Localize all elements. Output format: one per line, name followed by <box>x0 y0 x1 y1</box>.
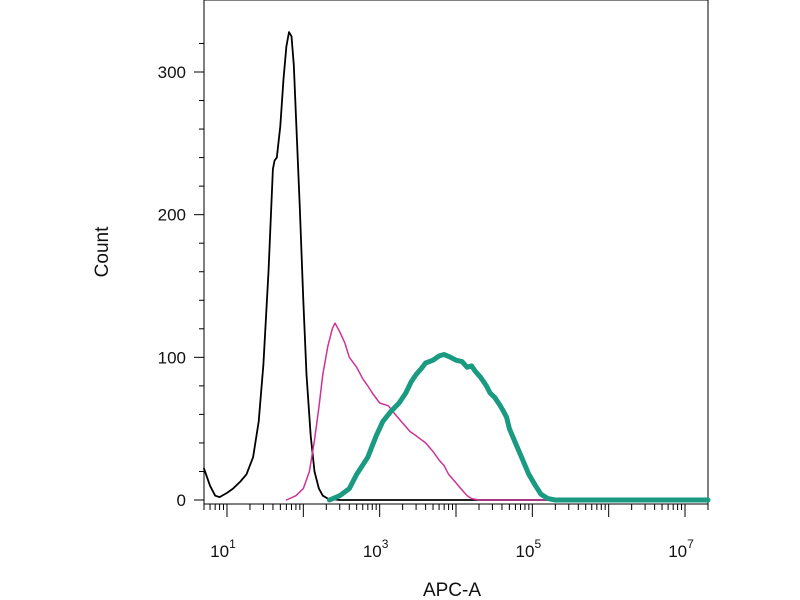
x-axis: 101 103 105 107 <box>203 504 709 561</box>
x-tick-label: 107 <box>668 537 694 561</box>
x-tick-base: 10 <box>668 542 687 561</box>
plot-frame <box>203 0 709 505</box>
y-tick-label: 300 <box>158 63 186 82</box>
series-line-3 <box>327 352 711 503</box>
x-axis-title: APC-A <box>423 580 481 600</box>
series-line-1 <box>203 31 709 501</box>
y-tick-label: 0 <box>177 491 186 510</box>
x-tick-exponent: 5 <box>534 537 541 551</box>
x-tick-exponent: 7 <box>687 537 694 551</box>
x-tick-label: 105 <box>516 537 542 561</box>
x-tick-base: 10 <box>516 542 535 561</box>
y-tick-label: 200 <box>158 206 186 225</box>
y-axis: 0 100 200 300 <box>158 42 204 510</box>
x-tick-exponent: 3 <box>382 537 389 551</box>
x-tick-exponent: 1 <box>229 537 236 551</box>
y-tick-label: 100 <box>158 348 186 367</box>
x-tick-base: 10 <box>363 542 382 561</box>
x-tick-label: 101 <box>210 537 236 561</box>
series-line-2 <box>285 322 709 501</box>
x-tick-base: 10 <box>210 542 229 561</box>
y-axis-title: Count <box>92 226 113 277</box>
x-tick-label: 103 <box>363 537 389 561</box>
plot-series <box>203 31 711 503</box>
